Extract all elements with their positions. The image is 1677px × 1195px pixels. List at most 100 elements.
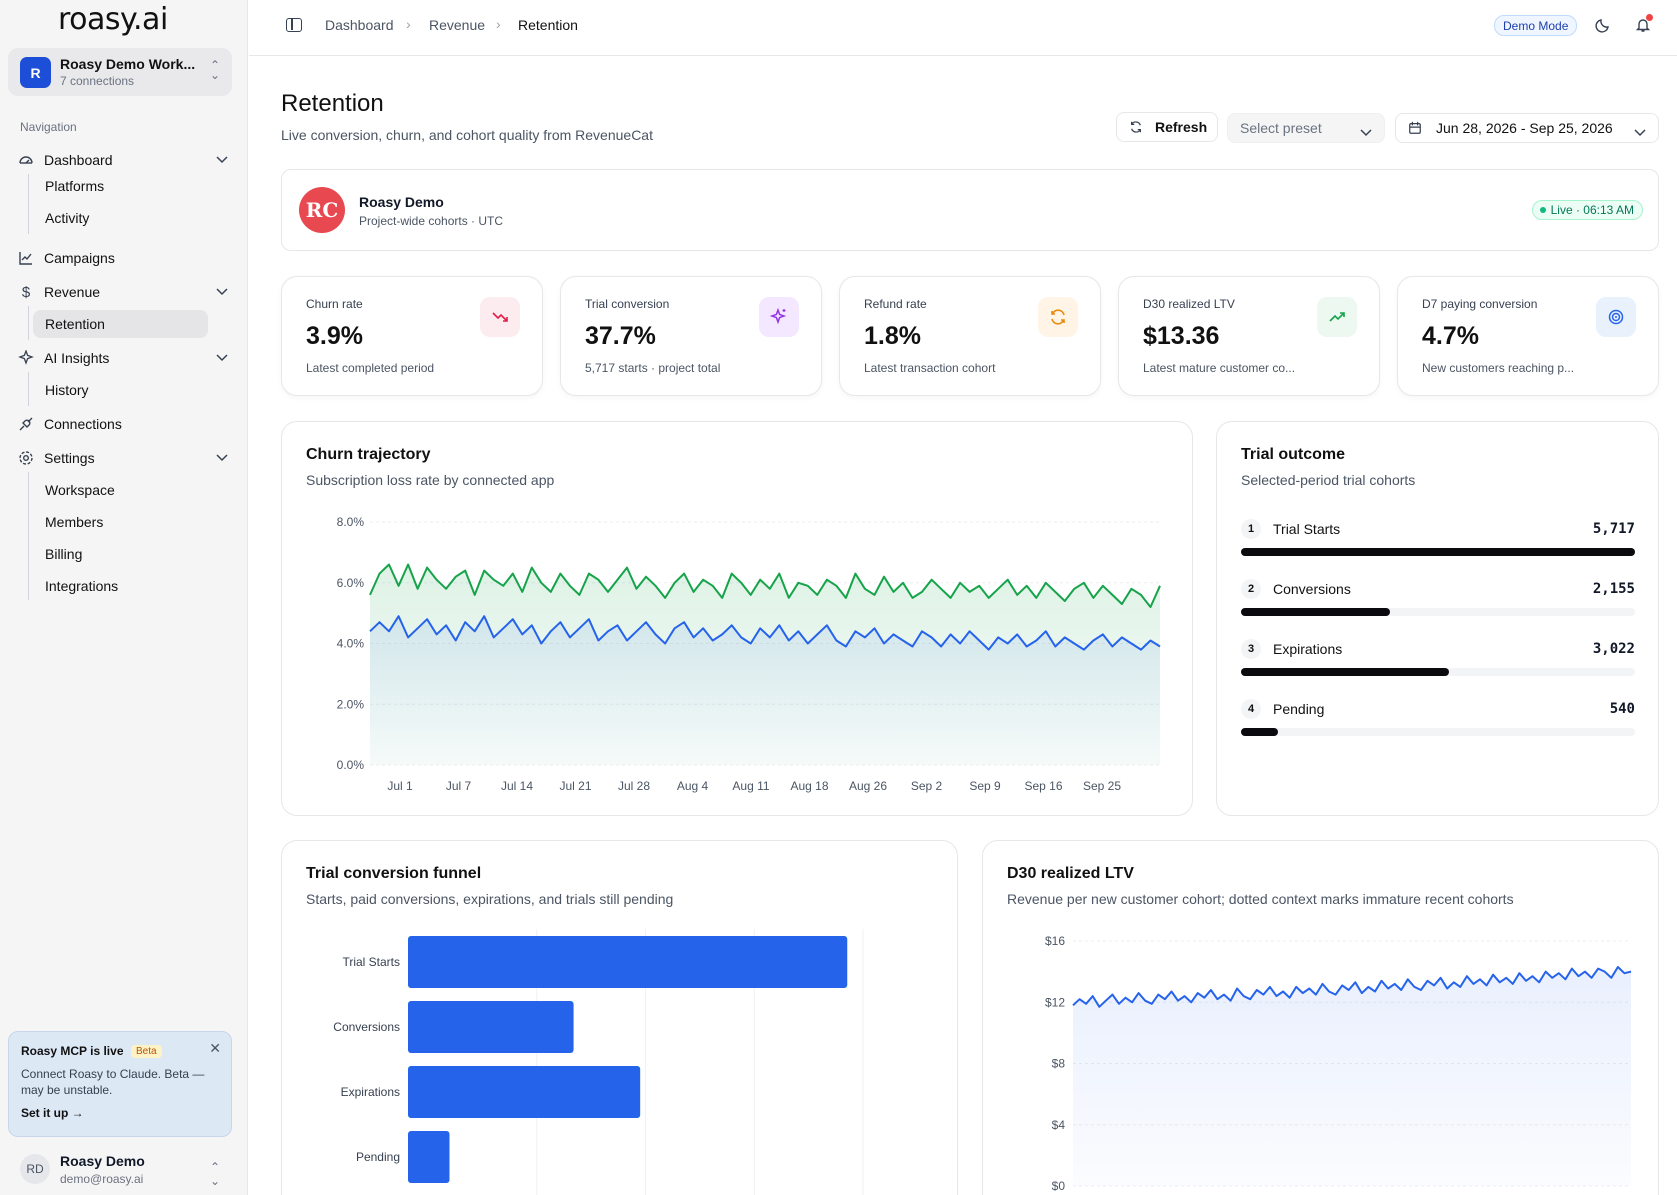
sidebar-item-ai-insights[interactable]: AI Insights bbox=[18, 346, 228, 370]
workspace-name: Roasy Demo Work... bbox=[60, 56, 196, 72]
chevron-down-icon bbox=[1360, 124, 1372, 140]
progress-track bbox=[1241, 548, 1635, 556]
kpi-label: Churn rate bbox=[306, 297, 363, 311]
funnel-bar bbox=[408, 936, 848, 988]
sidebar-item-settings[interactable]: Settings bbox=[18, 446, 228, 470]
row-value: 5,717 bbox=[1592, 521, 1635, 537]
churn-chart: 8.0% 6.0% 4.0% 2.0% 0.0% Jul 1 Jul 7 Jul 14 Jul … bbox=[337, 515, 1161, 793]
kpi-label: Refund rate bbox=[864, 297, 927, 311]
y-tick-label: $4 bbox=[1052, 1118, 1066, 1132]
beta-badge: Beta bbox=[131, 1045, 162, 1058]
nav-section-label: Navigation bbox=[20, 120, 77, 134]
preset-select[interactable]: Select preset bbox=[1227, 113, 1385, 143]
chevrons-up-down-icon: ⌃ ⌄ bbox=[210, 1160, 221, 1188]
kpi-label: Trial conversion bbox=[585, 297, 670, 311]
sidebar-item-activity[interactable]: Activity bbox=[45, 210, 90, 226]
user-email: demo@roasy.ai bbox=[60, 1172, 144, 1186]
calendar-icon bbox=[1408, 121, 1422, 135]
kpi-value: 4.7% bbox=[1422, 322, 1479, 350]
x-tick-label: Sep 16 bbox=[1024, 779, 1062, 793]
card-subtitle: Selected-period trial cohorts bbox=[1241, 472, 1416, 488]
refresh-button[interactable]: Refresh bbox=[1116, 112, 1218, 142]
sidebar-item-retention[interactable]: Retention bbox=[45, 316, 105, 332]
kpi-sub: Latest completed period bbox=[306, 361, 435, 375]
sidebar-item-label: Dashboard bbox=[44, 152, 113, 168]
kpi-sub: Latest mature customer co... bbox=[1143, 361, 1296, 375]
sidebar-item-integrations[interactable]: Integrations bbox=[45, 578, 119, 594]
category-label: Expirations bbox=[341, 1085, 400, 1099]
series-line bbox=[369, 563, 1161, 608]
sidebar: roasy.ai R Roasy Demo Work... 7 connecti… bbox=[0, 0, 248, 1195]
date-range-value: Jun 28, 2026 - Sep 25, 2026 bbox=[1436, 120, 1613, 136]
chart-line-icon bbox=[18, 250, 34, 266]
sidebar-item-billing[interactable]: Billing bbox=[45, 546, 83, 562]
series-line bbox=[1072, 966, 1632, 1008]
category-label: Conversions bbox=[333, 1020, 400, 1034]
funnel-bar bbox=[408, 1066, 641, 1118]
sidebar-item-connections[interactable]: Connections bbox=[18, 412, 228, 436]
sidebar-item-revenue[interactable]: $ Revenue bbox=[18, 280, 228, 304]
x-tick-label: Jul 1 bbox=[387, 779, 413, 793]
progress-track bbox=[1241, 668, 1635, 676]
kpi-sub: New customers reaching p... bbox=[1422, 361, 1575, 375]
sidebar-item-workspace[interactable]: Workspace bbox=[45, 482, 115, 498]
sidebar-item-label: Campaigns bbox=[44, 250, 115, 266]
card-title: Trial outcome bbox=[1241, 446, 1346, 463]
y-tick-label: 2.0% bbox=[337, 697, 365, 711]
promo-setup-link[interactable]: Set it up → bbox=[21, 1106, 84, 1120]
kpi-card-d7-paying: D7 paying conversion 4.7% New customers … bbox=[1397, 276, 1659, 396]
y-tick-label: $8 bbox=[1052, 1057, 1066, 1071]
x-tick-label: Sep 25 bbox=[1083, 779, 1121, 793]
progress-track bbox=[1241, 608, 1635, 616]
date-range-picker[interactable]: Jun 28, 2026 - Sep 25, 2026 bbox=[1395, 113, 1659, 143]
sidebar-item-campaigns[interactable]: Campaigns bbox=[18, 246, 228, 270]
workspace-switcher[interactable]: R Roasy Demo Work... 7 connections ⌃ ⌄ bbox=[8, 48, 232, 96]
chevron-down-icon bbox=[1634, 124, 1646, 140]
card-title: D30 realized LTV bbox=[1007, 865, 1134, 882]
breadcrumb-revenue[interactable]: Revenue bbox=[429, 17, 486, 33]
sidebar-item-members[interactable]: Members bbox=[45, 514, 104, 530]
funnel-bar bbox=[408, 1001, 574, 1053]
kpi-sub: 5,717 starts · project total bbox=[585, 361, 721, 375]
promo-title: Roasy MCP is live bbox=[21, 1044, 124, 1058]
dollar-icon: $ bbox=[21, 283, 31, 301]
y-tick-label: 0.0% bbox=[337, 758, 365, 772]
x-tick-label: Jul 28 bbox=[618, 779, 650, 793]
x-tick-label: Aug 18 bbox=[790, 779, 828, 793]
refresh-label: Refresh bbox=[1155, 119, 1208, 135]
sidebar-item-label: AI Insights bbox=[44, 350, 110, 366]
sidebar-item-platforms[interactable]: Platforms bbox=[45, 178, 105, 194]
close-icon[interactable]: ✕ bbox=[209, 1040, 221, 1056]
y-tick-label: 8.0% bbox=[337, 515, 365, 529]
sidebar-toggle-icon[interactable] bbox=[286, 18, 302, 32]
progress-track bbox=[1241, 728, 1635, 736]
sidebar-item-dashboard[interactable]: Dashboard bbox=[18, 148, 228, 172]
user-name: Roasy Demo bbox=[60, 1153, 145, 1169]
sidebar-item-label: Connections bbox=[44, 416, 122, 432]
trending-down-icon bbox=[480, 297, 520, 337]
x-tick-label: Jul 14 bbox=[501, 779, 533, 793]
row-label: Pending bbox=[1273, 701, 1325, 717]
x-tick-label: Sep 9 bbox=[969, 779, 1001, 793]
x-tick-label: Aug 4 bbox=[677, 779, 709, 793]
row-label: Expirations bbox=[1273, 641, 1343, 657]
series-line bbox=[369, 615, 1161, 651]
page-subtitle: Live conversion, churn, and cohort quali… bbox=[281, 127, 653, 143]
row-rank: 4 bbox=[1241, 699, 1261, 719]
moon-icon[interactable] bbox=[1594, 16, 1612, 34]
chevrons-up-down-icon: ⌃ ⌄ bbox=[209, 58, 220, 82]
avatar: RD bbox=[20, 1154, 50, 1184]
chevron-down-icon bbox=[216, 153, 228, 167]
breadcrumb-dashboard[interactable]: Dashboard bbox=[325, 17, 394, 33]
refresh-icon bbox=[1129, 120, 1143, 134]
bell-icon[interactable] bbox=[1634, 14, 1653, 34]
row-value: 3,022 bbox=[1592, 641, 1635, 657]
sidebar-item-history[interactable]: History bbox=[45, 382, 89, 398]
page-title: Retention bbox=[281, 90, 384, 117]
series-area bbox=[1073, 967, 1631, 1186]
y-tick-label: $16 bbox=[1045, 934, 1065, 948]
revenuecat-logo: RC bbox=[299, 187, 345, 233]
sparkle-icon bbox=[18, 350, 34, 366]
churn-trajectory-card: Churn trajectory Subscription loss rate … bbox=[281, 421, 1193, 816]
kpi-value: 1.8% bbox=[864, 322, 921, 350]
